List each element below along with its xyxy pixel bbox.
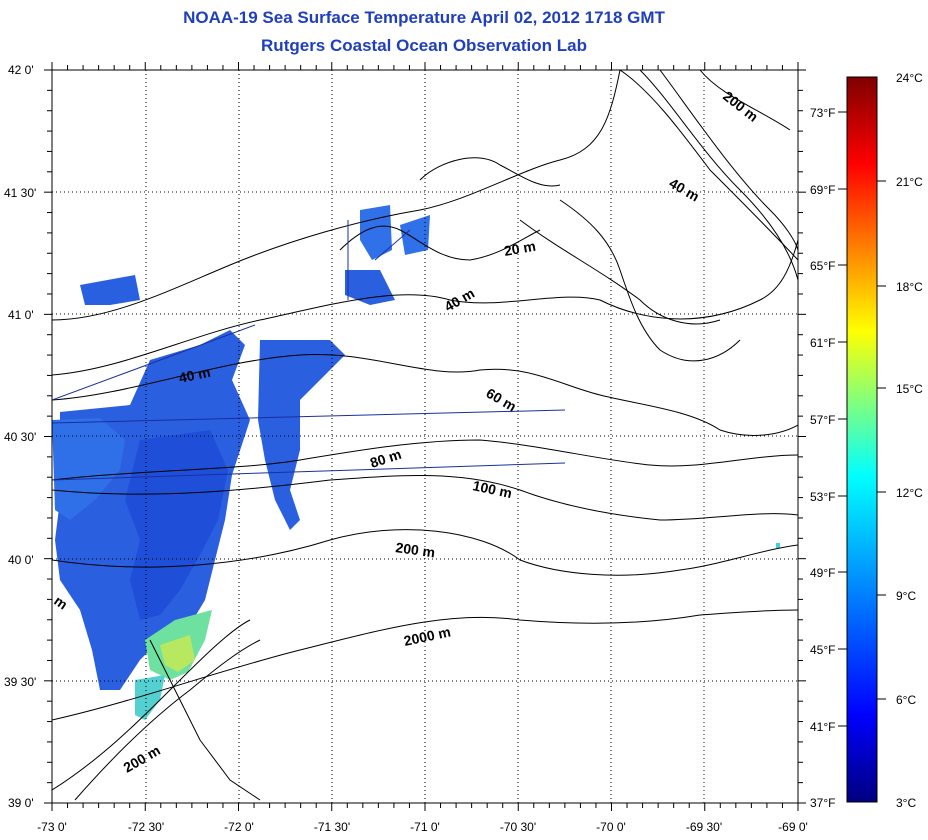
colorbar-f-label: 57°F	[810, 413, 835, 427]
longitude-labels: -73 0' -72 30' -72 0' -71 30' -71 0' -70…	[37, 820, 808, 834]
colorbar-c-label: 6°C	[896, 693, 916, 707]
contour-label: 200 m	[395, 539, 437, 560]
colorbar-f-label: 73°F	[810, 106, 835, 120]
axis-ticks	[44, 62, 806, 811]
colorbar-f-label: 41°F	[810, 720, 835, 734]
colorbar: 24°C 21°C 18°C 15°C 12°C 9°C 6°C 3°C 73°…	[810, 71, 923, 810]
colorbar-c-label: 24°C	[896, 71, 923, 85]
colorbar-f-label: 61°F	[810, 336, 835, 350]
colorbar-gradient	[846, 76, 878, 803]
bathymetry-contours	[52, 70, 798, 801]
sst-data-layer	[52, 205, 780, 720]
map-subtitle: Rutgers Coastal Ocean Observation Lab	[261, 36, 587, 55]
colorbar-f-label: 37°F	[810, 796, 835, 810]
colorbar-c-label: 3°C	[896, 796, 916, 810]
lat-label: 39 0'	[8, 796, 34, 810]
colorbar-f-label: 65°F	[810, 259, 835, 273]
lat-label: 40 30'	[4, 430, 36, 444]
lat-label: 39 30'	[4, 675, 36, 689]
lat-label: 41 0'	[8, 308, 34, 322]
swath-lines	[52, 220, 566, 481]
colorbar-c-label: 18°C	[896, 280, 923, 294]
lon-label: -69 0'	[778, 820, 808, 834]
colorbar-c-label: 12°C	[896, 486, 923, 500]
colorbar-c-label: 21°C	[896, 175, 923, 189]
contour-label: 20 m	[503, 238, 537, 259]
graticule	[52, 70, 798, 803]
lon-label: -72 0'	[224, 820, 254, 834]
colorbar-c-label: 15°C	[896, 382, 923, 396]
lon-label: -73 0'	[37, 820, 67, 834]
lat-label: 40 0'	[8, 553, 34, 567]
colorbar-c-label: 9°C	[896, 589, 916, 603]
map-title: NOAA-19 Sea Surface Temperature April 02…	[183, 8, 665, 27]
lon-label: -70 30'	[500, 820, 536, 834]
colorbar-f-label: 53°F	[810, 490, 835, 504]
latitude-labels: 42 0' 41 30' 41 0' 40 30' 40 0' 39 30' 3…	[4, 63, 36, 810]
lon-label: -72 30'	[128, 820, 164, 834]
colorbar-f-label: 49°F	[810, 566, 835, 580]
lat-label: 41 30'	[4, 186, 36, 200]
lon-label: -71 0'	[410, 820, 440, 834]
colorbar-f-label: 69°F	[810, 183, 835, 197]
contour-label: 40 m	[177, 364, 212, 386]
lon-label: -71 30'	[314, 820, 350, 834]
lon-label: -69 30'	[686, 820, 722, 834]
lat-label: 42 0'	[8, 63, 34, 77]
colorbar-f-label: 45°F	[810, 643, 835, 657]
lon-label: -70 0'	[596, 820, 626, 834]
